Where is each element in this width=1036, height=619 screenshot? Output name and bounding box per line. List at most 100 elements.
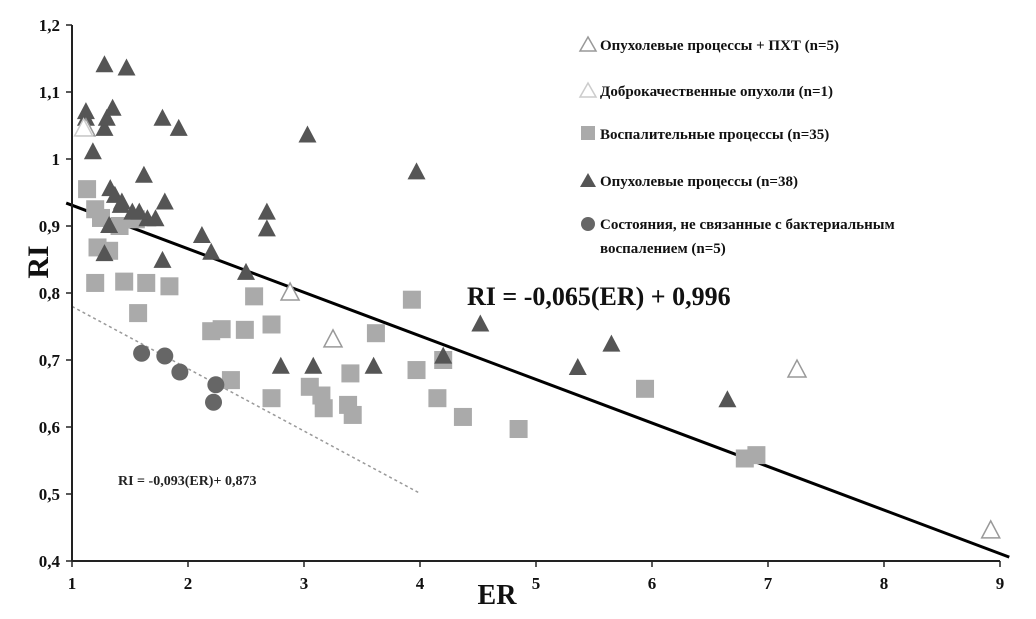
legend-item-inflammatory: Воспалительные процессы (n=35) <box>581 126 829 143</box>
data-point-triangle <box>568 358 587 376</box>
data-point-square <box>341 364 360 383</box>
y-tick-label: 0,7 <box>39 351 61 370</box>
x-tick-label: 1 <box>68 574 77 593</box>
main-trendline <box>65 201 1010 559</box>
y-tick-label: 0,6 <box>39 418 60 437</box>
legend-label-tumor: Опухолевые процессы (n=38) <box>600 174 798 190</box>
data-point-circle <box>171 363 189 381</box>
data-points-layer <box>73 55 1001 539</box>
data-point-triangle-open <box>279 281 301 301</box>
data-point-square <box>86 273 105 292</box>
legend-item-tumor-pxt: Опухолевые процессы + ПХТ (n=5) <box>578 35 839 54</box>
data-point-triangle <box>95 55 114 73</box>
data-point-square <box>78 180 97 199</box>
legend-marker-square <box>581 126 595 140</box>
legend-label-non-bacterial-line2: воспалением (n=5) <box>600 241 726 257</box>
data-point-square <box>509 420 528 439</box>
data-point-square <box>235 320 254 339</box>
data-point-square <box>343 405 362 424</box>
data-point-triangle <box>364 356 383 374</box>
data-point-square <box>314 399 333 418</box>
data-point-square <box>747 446 766 465</box>
legend-label-benign: Доброкачественные опухоли (n=1) <box>600 84 833 100</box>
data-point-circle <box>156 347 174 365</box>
data-point-triangle-open <box>322 328 344 348</box>
data-point-square <box>221 371 240 390</box>
data-point-triangle <box>95 244 114 262</box>
y-axis-title: RI <box>22 245 55 278</box>
y-axis-ticks: 0,4 0,5 0,6 0,7 0,8 0,9 1 1,1 1,2 <box>39 16 72 571</box>
data-point-square <box>137 273 156 292</box>
data-point-triangle <box>153 108 172 126</box>
data-point-square <box>212 320 231 339</box>
data-point-triangle <box>257 219 276 237</box>
data-point-triangle <box>146 209 165 227</box>
data-point-triangle <box>602 334 621 352</box>
data-point-triangle <box>134 165 153 183</box>
data-point-triangle <box>304 356 323 374</box>
legend-item-benign: Доброкачественные опухоли (n=1) <box>578 81 833 100</box>
x-tick-label: 7 <box>764 574 773 593</box>
legend-label-non-bacterial-line1: Состояния, не связанные с бактериальным <box>600 217 895 233</box>
data-point-square <box>160 277 179 296</box>
data-point-circle <box>205 393 223 411</box>
data-point-triangle <box>718 390 737 408</box>
x-tick-label: 8 <box>880 574 889 593</box>
data-point-square <box>636 379 655 398</box>
y-tick-label: 0,8 <box>39 284 60 303</box>
legend-label-tumor-pxt: Опухолевые процессы + ПХТ (n=5) <box>600 38 839 54</box>
data-point-triangle <box>153 250 172 268</box>
y-tick-label: 0,5 <box>39 485 60 504</box>
data-point-triangle <box>192 226 211 244</box>
data-point-square <box>402 290 421 309</box>
data-point-triangle <box>169 118 188 136</box>
main-trendline-equation: RI = -0,065(ER) + 0,996 <box>467 282 731 311</box>
data-point-circle <box>133 344 151 362</box>
x-tick-label: 3 <box>300 574 309 593</box>
dotted-trendline-equation: RI = -0,093(ER)+ 0,873 <box>118 474 256 489</box>
x-axis-title: ER <box>478 580 518 611</box>
data-point-triangle <box>130 202 149 220</box>
legend-marker-triangle <box>580 173 596 187</box>
x-tick-label: 5 <box>532 574 541 593</box>
y-tick-label: 1,1 <box>39 83 60 102</box>
data-point-triangle <box>100 216 119 233</box>
x-tick-label: 4 <box>416 574 425 593</box>
data-point-square <box>115 272 134 291</box>
data-point-square <box>245 287 264 306</box>
x-axis-ticks: 1 2 3 4 5 6 7 8 9 <box>68 561 1004 593</box>
data-point-triangle <box>271 356 290 374</box>
data-point-triangle <box>237 262 255 280</box>
y-tick-label: 0,4 <box>39 552 61 571</box>
data-point-square <box>366 324 385 343</box>
data-point-square <box>262 389 281 408</box>
data-point-triangle <box>202 242 221 260</box>
legend-item-non-bacterial: Состояния, не связанные с бактериальным … <box>581 217 895 257</box>
data-point-square <box>453 407 472 426</box>
data-point-triangle-open-light <box>73 117 94 137</box>
data-point-triangle <box>83 142 102 160</box>
legend: Опухолевые процессы + ПХТ (n=5) Доброкач… <box>578 35 895 257</box>
legend-marker-triangle-open <box>578 35 598 52</box>
data-point-triangle <box>471 314 490 332</box>
y-tick-label: 1 <box>52 150 61 169</box>
x-tick-label: 6 <box>648 574 657 593</box>
legend-marker-circle <box>581 217 595 231</box>
data-point-triangle <box>434 346 453 364</box>
data-point-triangle <box>155 192 174 210</box>
data-point-triangle <box>97 108 116 126</box>
legend-marker-triangle-open-light <box>578 81 598 98</box>
data-point-square <box>407 361 426 380</box>
data-point-triangle <box>95 118 114 136</box>
x-tick-label: 2 <box>184 574 193 593</box>
y-tick-label: 0,9 <box>39 217 60 236</box>
data-point-triangle <box>117 58 136 76</box>
trendline-layer <box>65 201 1010 559</box>
data-point-triangle <box>298 125 317 143</box>
data-point-square <box>129 304 148 323</box>
data-point-triangle-open <box>786 358 808 378</box>
legend-label-inflammatory: Воспалительные процессы (n=35) <box>600 127 829 143</box>
data-point-square <box>262 315 281 334</box>
data-point-triangle <box>407 162 426 180</box>
